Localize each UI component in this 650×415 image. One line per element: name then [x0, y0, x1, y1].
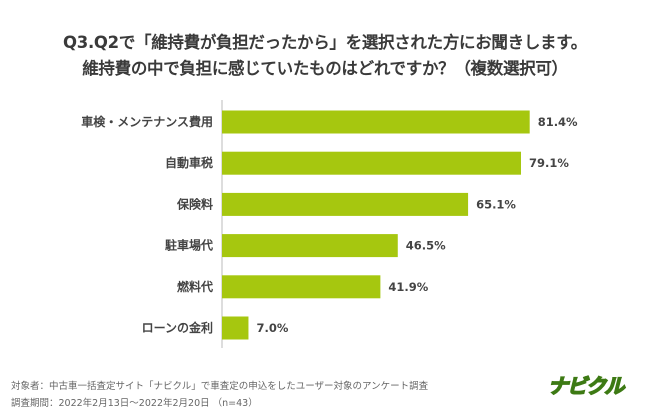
- value-label: 65.1%: [476, 197, 516, 211]
- category-label: 自動車税: [165, 155, 213, 170]
- footnote-target: 対象者：中古車一括査定サイト「ナビクル」で車査定の申込をしたユーザー対象のアンケ…: [11, 381, 429, 392]
- bar: [222, 234, 398, 258]
- navikuru-logo: ナビクル: [547, 373, 625, 399]
- value-label: 79.1%: [529, 156, 569, 170]
- bar: [222, 110, 530, 134]
- value-label: 46.5%: [406, 239, 446, 253]
- value-label: 81.4%: [538, 115, 578, 129]
- value-label: 7.0%: [256, 321, 288, 335]
- value-label: 41.9%: [388, 280, 428, 294]
- category-label: 保険料: [176, 196, 213, 211]
- bar: [222, 316, 249, 340]
- bar: [222, 192, 469, 216]
- bar: [222, 151, 521, 175]
- bar: [222, 275, 381, 299]
- category-label: 燃料代: [177, 279, 213, 294]
- chart-title-line-2: 維持費の中で負担に感じていたものはどれですか？（複数選択可）: [82, 59, 568, 78]
- category-label: 駐車場代: [165, 238, 213, 253]
- footnote-period: 調査期間：2022年2月13日〜2022年2月20日 （n=43）: [11, 398, 258, 409]
- category-label: 車検・メンテナンス費用: [81, 114, 213, 129]
- category-label: ローンの金利: [142, 320, 213, 335]
- chart-title-line-1: Q3.Q2で「維持費が負担だったから」を選択された方にお聞きします。: [63, 33, 587, 52]
